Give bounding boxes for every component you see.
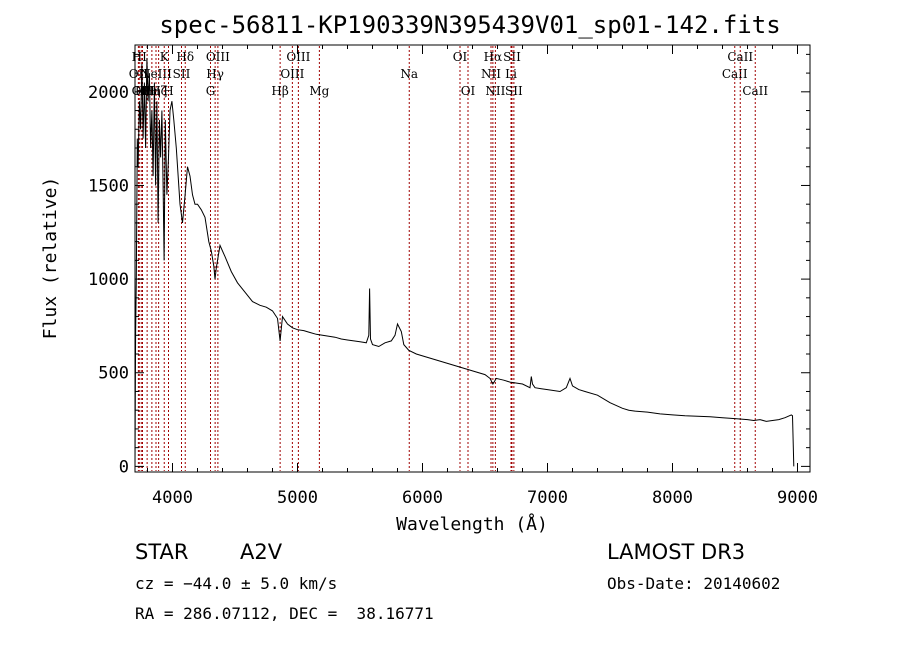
x-axis: 4000 5000 6000 7000 8000 9000 xyxy=(147,45,818,508)
line-label-8: K xyxy=(160,50,170,64)
x-tick-label-3: 7000 xyxy=(527,488,568,508)
object-subclass: A2V xyxy=(240,540,283,564)
line-label-9: H xyxy=(163,84,173,98)
line-label-28: CaII xyxy=(722,67,748,81)
y-tick-label-4: 2000 xyxy=(88,83,129,103)
y-tick-label-3: 1500 xyxy=(88,176,129,196)
line-label-17: OIII xyxy=(286,50,310,64)
line-label-10: SII xyxy=(173,67,191,81)
spectrum-line xyxy=(134,58,795,467)
line-label-13: Hγ xyxy=(206,67,224,81)
x-tick-label-0: 4000 xyxy=(152,488,193,508)
y-tick-label-2: 1000 xyxy=(88,270,129,290)
x-axis-label: Wavelength (Å) xyxy=(396,513,548,535)
x-tick-label-5: 9000 xyxy=(777,488,818,508)
line-label-30: CaII xyxy=(742,84,768,98)
sky-coordinates: RA = 286.07112, DEC = 38.16771 xyxy=(135,604,434,623)
x-tick-label-4: 8000 xyxy=(652,488,693,508)
chart-title: spec-56811-KP190339N395439V01_sp01-142.f… xyxy=(159,11,780,39)
line-label-23: Hα xyxy=(484,50,503,64)
y-tick-label-0: 0 xyxy=(119,457,129,477)
line-label-15: Hβ xyxy=(271,84,288,98)
y-axis-label: Flux (relative) xyxy=(40,177,61,340)
line-label-6: NeIII xyxy=(140,67,172,81)
line-label-14: OIII xyxy=(206,50,230,64)
line-label-25: Li xyxy=(505,67,517,81)
observation-date: Obs-Date: 20140602 xyxy=(607,574,781,593)
object-class: STAR xyxy=(135,540,189,564)
line-label-20: OI xyxy=(453,50,468,64)
x-tick-label-1: 5000 xyxy=(277,488,318,508)
line-label-0: OII xyxy=(129,67,149,81)
y-axis: 0 500 1000 1500 2000 xyxy=(88,53,810,477)
line-label-1: HI xyxy=(132,50,147,64)
line-label-24: NII xyxy=(485,84,505,98)
plot-frame xyxy=(134,44,811,473)
line-label-18: Mg xyxy=(309,84,329,98)
spectral-line-markers: OIIHIOIIHIHIHηNeIIIHζKHSIIHδGHγOIIIHβOII… xyxy=(129,46,768,471)
line-label-22: NII xyxy=(481,67,501,81)
line-label-29: CaII xyxy=(727,50,753,64)
redshift-velocity: cz = −44.0 ± 5.0 km/s xyxy=(135,574,338,593)
line-label-19: Na xyxy=(400,67,418,81)
line-label-16: OIII xyxy=(280,67,304,81)
y-tick-label-1: 500 xyxy=(98,364,129,384)
line-label-4: HI xyxy=(140,84,155,98)
line-label-11: Hδ xyxy=(176,50,194,64)
line-label-26: SII xyxy=(503,50,521,64)
x-tick-label-2: 6000 xyxy=(402,488,443,508)
line-label-12: G xyxy=(206,84,216,98)
survey-name: LAMOST DR3 xyxy=(607,540,746,564)
line-label-21: OI xyxy=(461,84,476,98)
line-label-27: SII xyxy=(505,84,523,98)
